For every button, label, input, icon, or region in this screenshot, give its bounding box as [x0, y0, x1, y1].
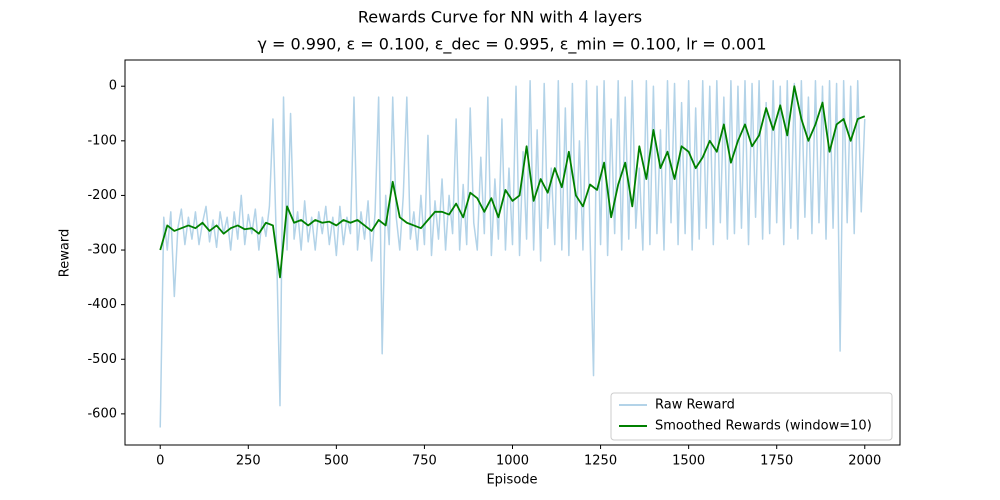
- x-tick-label: 1500: [672, 454, 705, 469]
- x-tick-label: 500: [324, 454, 349, 469]
- x-tick-label: 1000: [496, 454, 529, 469]
- legend-box: [610, 392, 893, 441]
- y-tick-label: -500: [87, 352, 117, 367]
- series-line: [159, 85, 866, 279]
- y-tick-label: -200: [87, 188, 117, 203]
- x-axis-label: Episode: [486, 473, 537, 488]
- y-tick-label: -600: [87, 406, 117, 421]
- y-axis-label: Reward: [58, 229, 73, 277]
- legend-label: Smoothed Rewards (window=10): [655, 419, 872, 434]
- x-tick-label: 1250: [584, 454, 617, 469]
- y-tick-label: -400: [87, 297, 117, 312]
- y-tick-label: -100: [87, 133, 117, 148]
- x-tick-label: 2000: [848, 454, 881, 469]
- x-tick-label: 250: [236, 454, 261, 469]
- series-line: [159, 80, 866, 428]
- x-tick-label: 0: [156, 454, 164, 469]
- x-tick-label: 1750: [760, 454, 793, 469]
- chart-subtitle: γ = 0.990, ε = 0.100, ε_dec = 0.995, ε_m…: [257, 35, 766, 55]
- y-tick-label: 0: [109, 79, 117, 94]
- y-tick-label: -300: [87, 243, 117, 258]
- x-tick-label: 750: [412, 454, 437, 469]
- legend-label: Raw Reward: [655, 398, 735, 413]
- chart-title: Rewards Curve for NN with 4 layers: [358, 8, 642, 27]
